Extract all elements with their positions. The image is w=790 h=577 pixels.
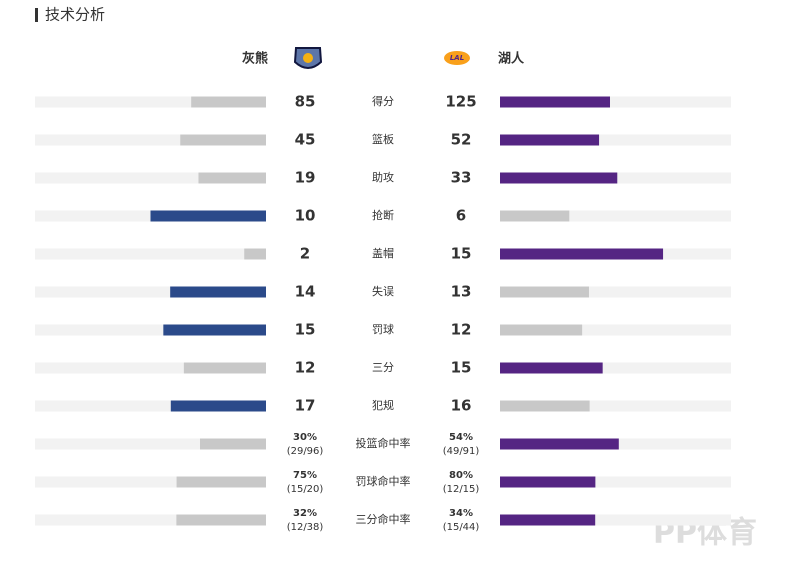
bar-track — [35, 514, 266, 526]
away-bar — [500, 96, 610, 108]
bar-track — [35, 476, 266, 488]
bar-track — [500, 96, 731, 108]
home-bar — [176, 514, 266, 526]
away-detail: (15/44) — [443, 522, 480, 533]
home-logo — [293, 47, 323, 69]
home-bar — [176, 476, 266, 488]
home-detail: (15/20) — [287, 484, 324, 495]
bar-track — [35, 400, 266, 412]
bar-track — [500, 134, 731, 146]
away-bar — [500, 134, 600, 146]
bar-track — [35, 438, 266, 450]
home-bar — [183, 362, 266, 374]
stat-label: 得分 — [372, 95, 394, 108]
home-bar — [191, 96, 266, 108]
home-value: 85 — [295, 93, 316, 111]
home-value: 45 — [295, 131, 316, 149]
bar-track — [500, 210, 731, 222]
home-bar — [150, 210, 266, 222]
stat-label: 助攻 — [372, 170, 394, 184]
away-value: 13 — [451, 283, 472, 301]
bar-track — [35, 248, 266, 260]
away-value: 34% — [449, 508, 473, 519]
home-value: 2 — [300, 245, 310, 263]
stat-label: 三分命中率 — [356, 512, 411, 526]
away-detail: (49/91) — [443, 446, 480, 457]
bar-track — [500, 362, 731, 374]
away-bar — [500, 172, 618, 184]
bar-track — [35, 286, 266, 298]
home-bar — [198, 172, 266, 184]
stat-label: 抢断 — [372, 208, 394, 222]
stat-label: 篮板 — [372, 132, 394, 146]
home-value: 10 — [295, 207, 316, 225]
away-logo: LAL — [444, 51, 470, 65]
bar-track — [500, 400, 731, 412]
home-team-name: 灰熊 — [242, 51, 268, 67]
home-value: 14 — [295, 283, 316, 301]
bar-track — [500, 286, 731, 298]
away-value: 80% — [449, 470, 473, 481]
bar-track — [500, 476, 731, 488]
stat-label: 罚球 — [372, 322, 394, 336]
home-value: 75% — [293, 470, 317, 481]
bar-track — [35, 172, 266, 184]
away-value: 15 — [451, 359, 472, 377]
home-bar — [180, 134, 266, 146]
away-value: 15 — [451, 245, 472, 263]
home-value: 15 — [295, 321, 316, 339]
away-value: 33 — [451, 169, 472, 187]
home-value: 19 — [295, 169, 316, 187]
away-bar — [500, 248, 664, 260]
home-value: 17 — [295, 397, 316, 415]
home-bar — [170, 286, 266, 298]
away-value: 12 — [451, 321, 472, 339]
home-bar — [200, 438, 266, 450]
bar-track — [35, 96, 266, 108]
home-value: 32% — [293, 508, 317, 519]
away-value: 16 — [451, 397, 472, 415]
home-bar — [163, 324, 266, 336]
bar-track — [500, 324, 731, 336]
away-detail: (12/15) — [443, 484, 480, 495]
home-detail: (29/96) — [287, 446, 324, 457]
away-bar — [500, 476, 596, 488]
home-bar — [170, 400, 266, 412]
home-value: 12 — [295, 359, 316, 377]
away-value: 54% — [449, 432, 473, 443]
bar-track — [35, 362, 266, 374]
stat-label: 犯规 — [372, 398, 394, 412]
away-value: 52 — [451, 131, 472, 149]
bar-track — [35, 324, 266, 336]
section-title: 技术分析 — [45, 6, 105, 24]
away-bar — [500, 210, 570, 222]
stat-label: 三分 — [372, 361, 394, 374]
away-value: 125 — [445, 93, 476, 111]
away-value: 6 — [456, 207, 466, 225]
stat-label: 失误 — [372, 285, 394, 298]
away-bar — [500, 286, 589, 298]
title-marker — [35, 8, 38, 22]
away-bar — [500, 514, 596, 526]
away-team-name: 湖人 — [498, 51, 525, 67]
home-value: 30% — [293, 432, 317, 443]
stat-label: 罚球命中率 — [356, 474, 411, 488]
away-bar — [500, 362, 603, 374]
away-bar — [500, 400, 590, 412]
away-bar — [500, 324, 583, 336]
svg-text:LAL: LAL — [450, 54, 464, 62]
home-bar — [244, 248, 266, 260]
stat-label: 投篮命中率 — [356, 436, 411, 450]
bar-track — [500, 514, 731, 526]
away-bar — [500, 438, 619, 450]
home-detail: (12/38) — [287, 522, 324, 533]
stat-label: 盖帽 — [372, 246, 394, 260]
bar-track — [35, 134, 266, 146]
